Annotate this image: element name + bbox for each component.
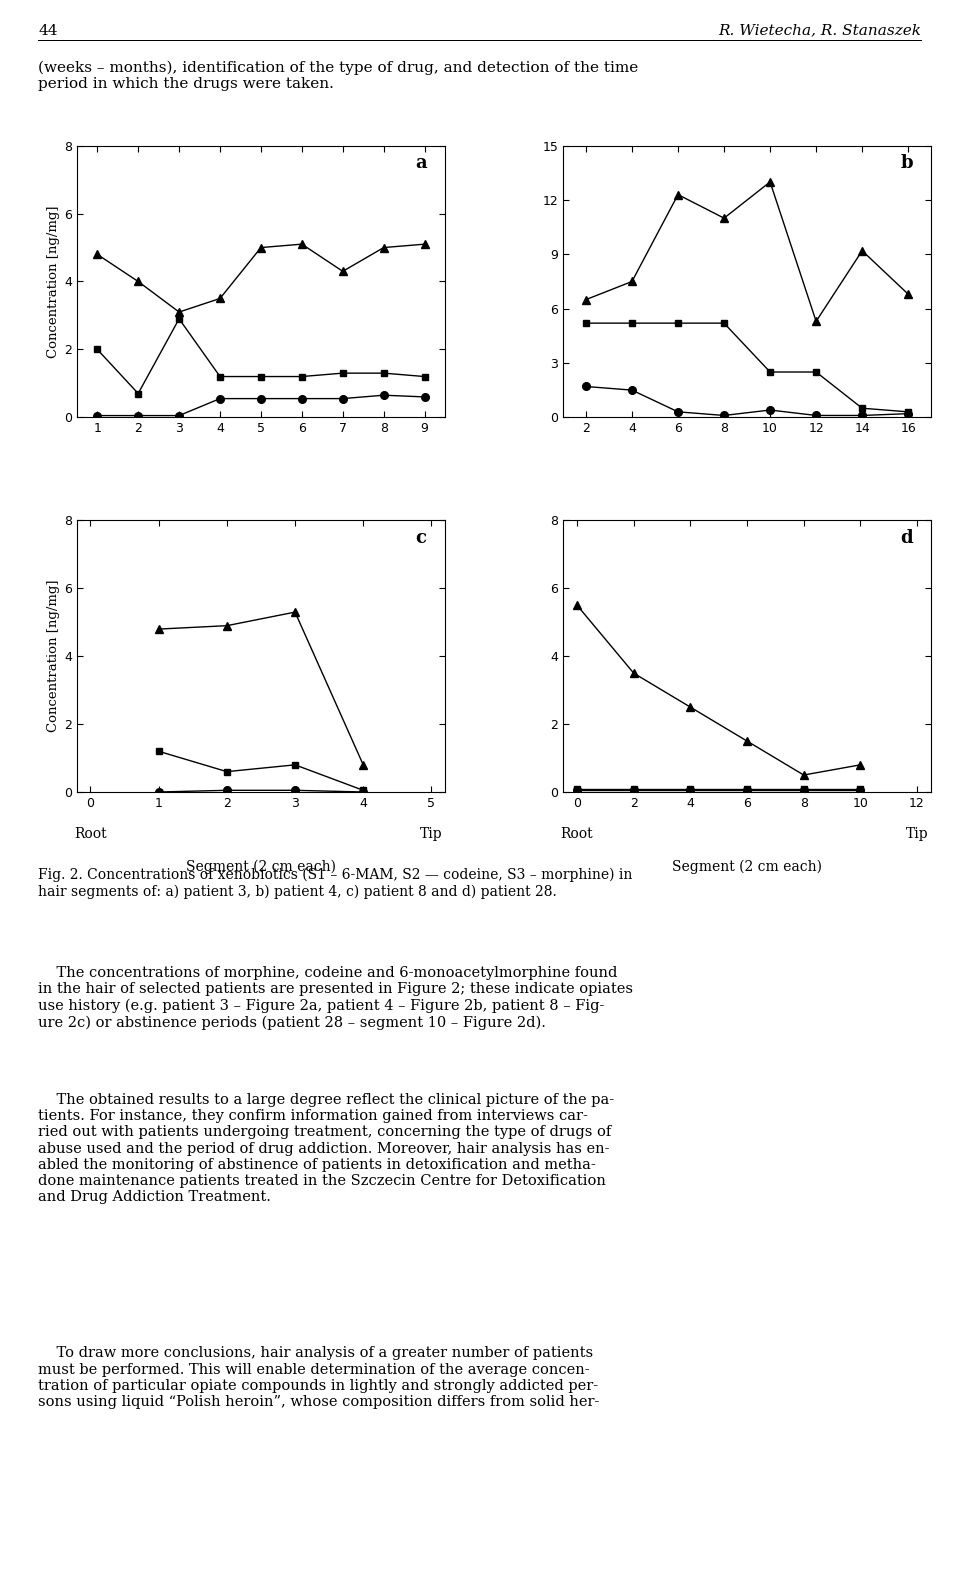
Text: The concentrations of morphine, codeine and 6-monoacetylmorphine found
in the ha: The concentrations of morphine, codeine … [38, 966, 634, 1030]
Text: a: a [415, 154, 426, 173]
Text: d: d [900, 529, 913, 546]
Text: Root: Root [74, 827, 107, 841]
Text: The obtained results to a large degree reflect the clinical picture of the pa-
t: The obtained results to a large degree r… [38, 1093, 614, 1204]
Text: b: b [900, 154, 913, 173]
Text: 44: 44 [38, 24, 58, 38]
Text: (weeks – months), identification of the type of drug, and detection of the time
: (weeks – months), identification of the … [38, 60, 638, 90]
Text: R. Wietecha, R. Stanaszek: R. Wietecha, R. Stanaszek [719, 24, 922, 38]
Text: Segment (2 cm each): Segment (2 cm each) [672, 860, 822, 874]
Text: To draw more conclusions, hair analysis of a greater number of patients
must be : To draw more conclusions, hair analysis … [38, 1346, 600, 1410]
Text: Tip: Tip [420, 827, 443, 841]
Text: c: c [416, 529, 426, 546]
Text: Segment (2 cm each): Segment (2 cm each) [186, 860, 336, 874]
Y-axis label: Concentration [ng/mg]: Concentration [ng/mg] [47, 206, 60, 358]
Text: Tip: Tip [905, 827, 928, 841]
Text: Fig. 2. Concentrations of xenobiotics (S1 – 6-MAM, S2 — codeine, S3 – morphine) : Fig. 2. Concentrations of xenobiotics (S… [38, 868, 633, 900]
Text: Root: Root [561, 827, 593, 841]
Y-axis label: Concentration [ng/mg]: Concentration [ng/mg] [47, 580, 60, 732]
